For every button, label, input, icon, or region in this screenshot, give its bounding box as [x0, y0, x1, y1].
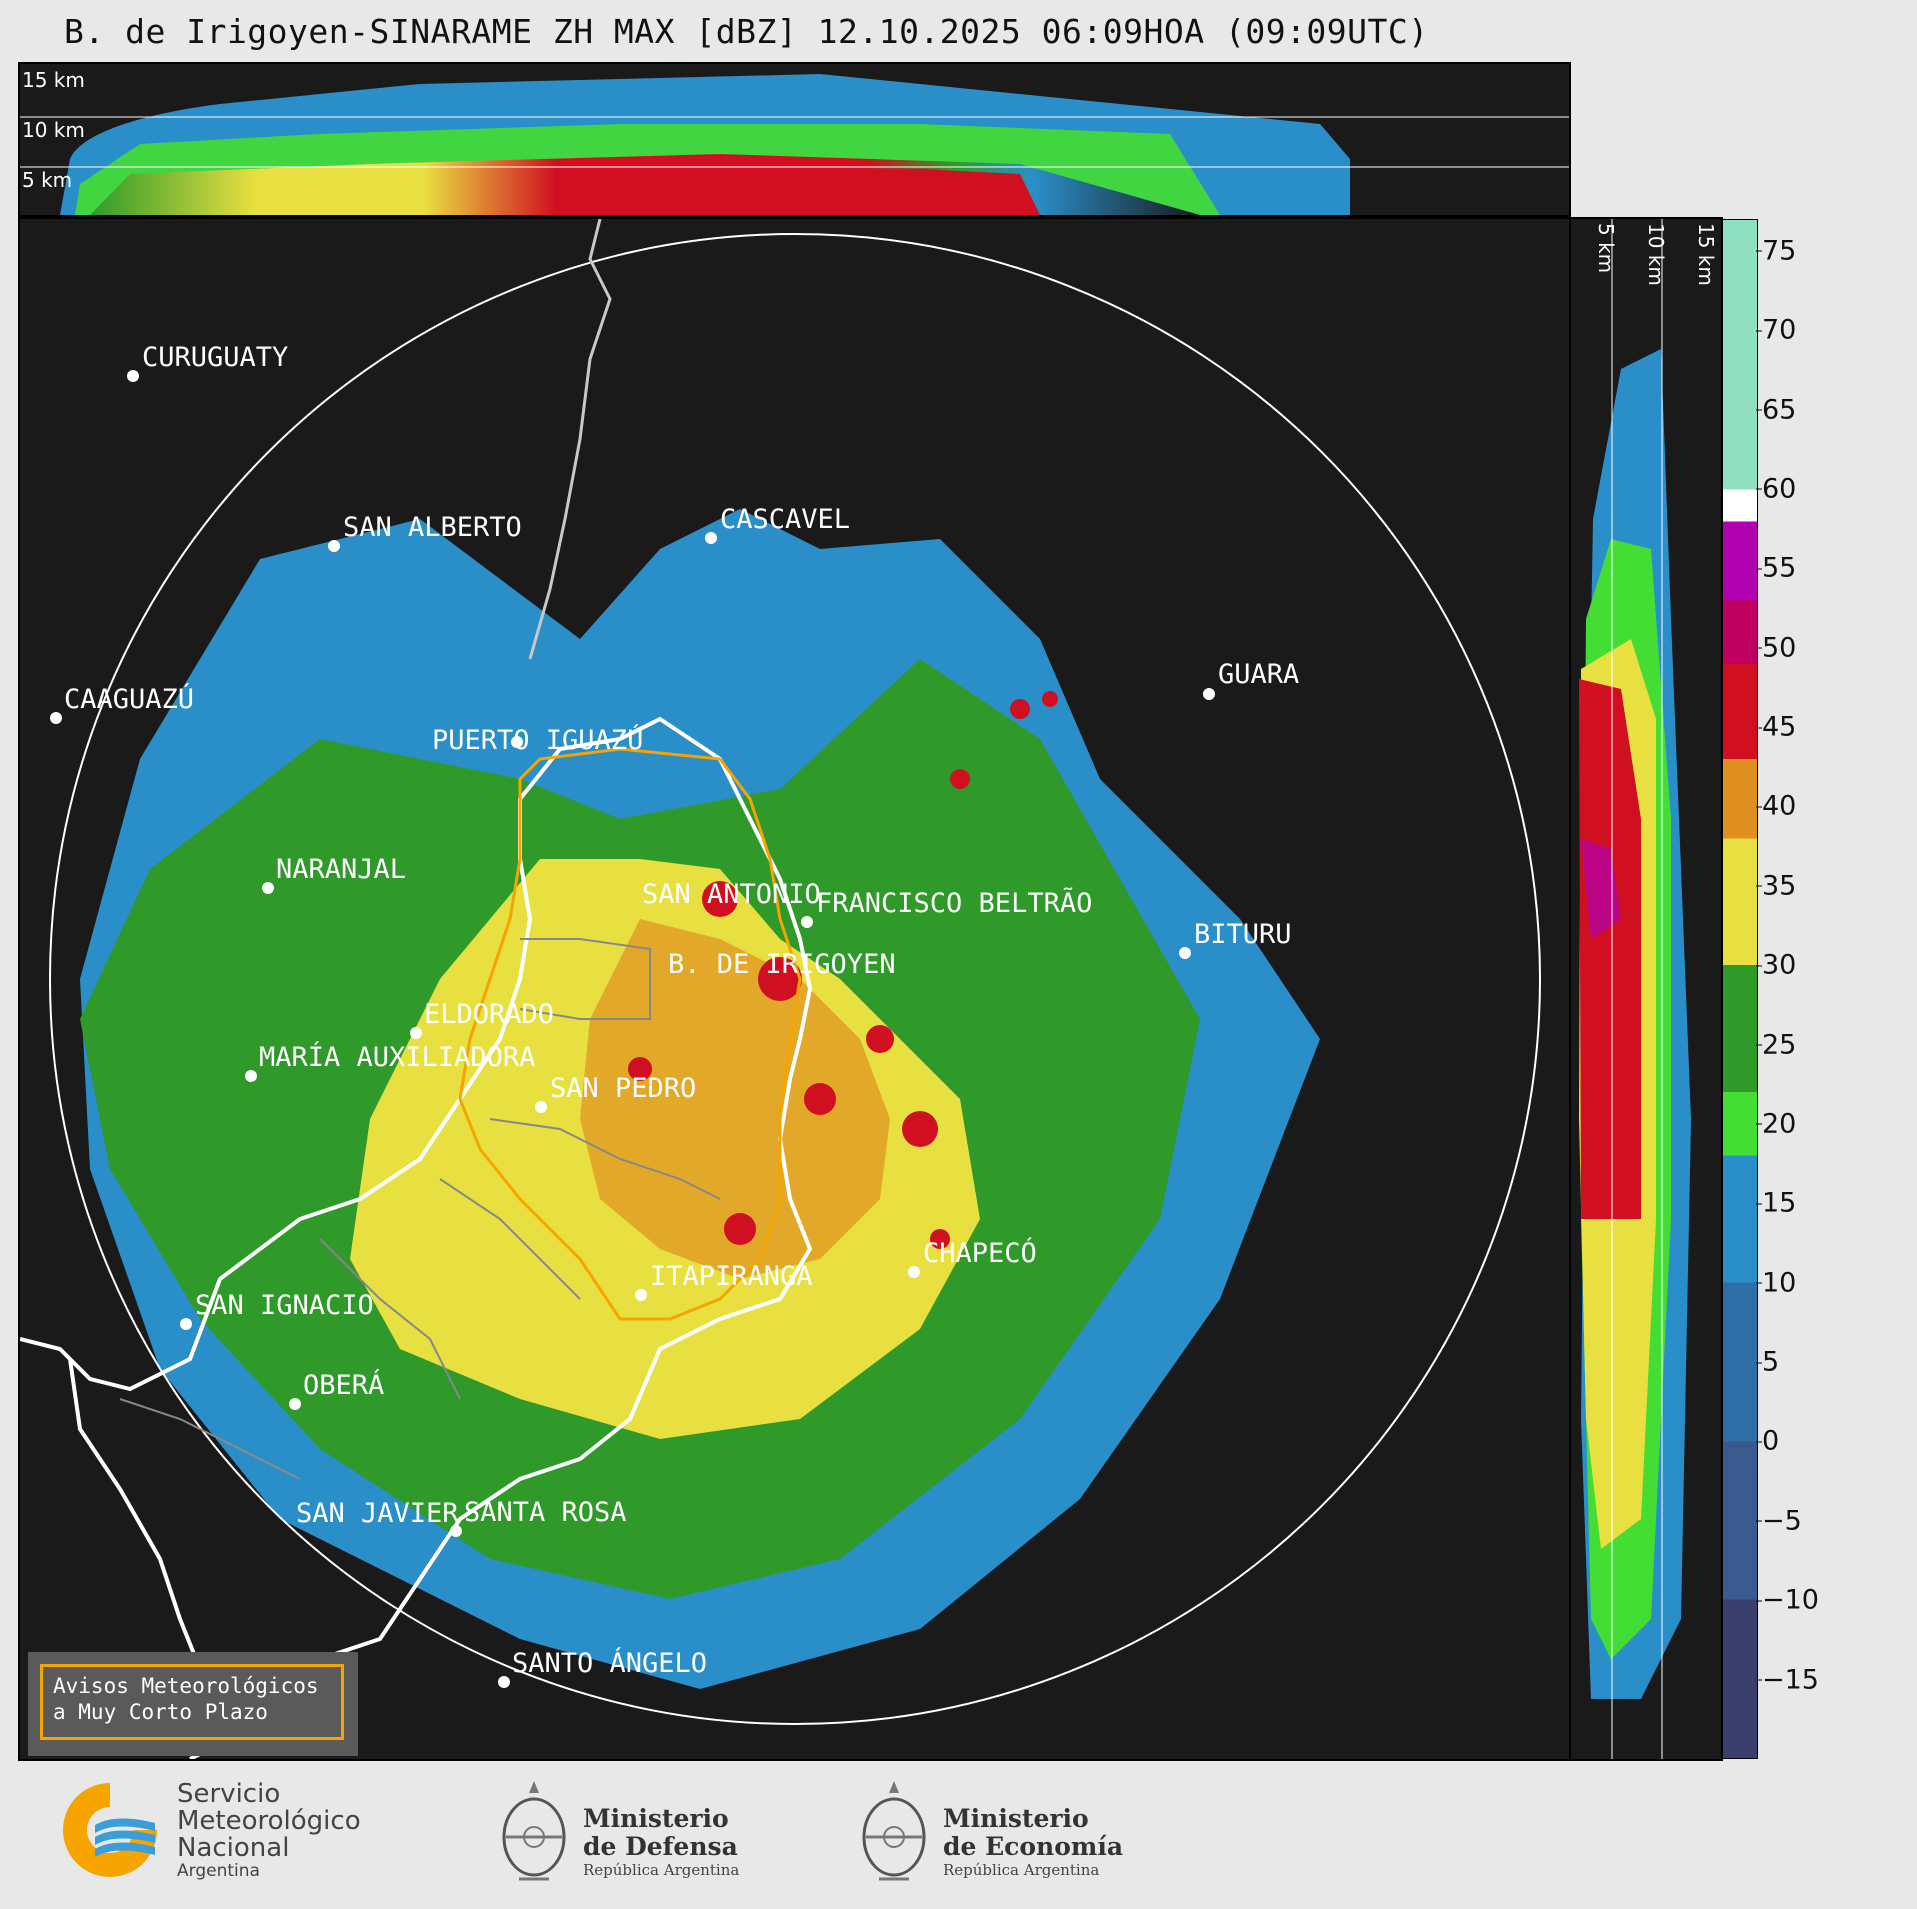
city-label-chapeco: CHAPECÓ	[923, 1237, 1037, 1269]
economia-line-2: de Economía	[943, 1832, 1124, 1861]
colorbar-tick-label: −15	[1756, 1664, 1819, 1696]
city-dot-obera	[289, 1398, 301, 1410]
defensa-line-1: Ministerio	[583, 1804, 729, 1833]
city-label-san-alberto: SAN ALBERTO	[343, 512, 522, 543]
colorbar-tick-label: 65	[1755, 394, 1797, 425]
side-height-label-5: 5 km	[1594, 223, 1618, 273]
defensa-logo: Ministerio de Defensa República Argentin…	[495, 1775, 755, 1895]
radar-map: CURUGUATY SAN ALBERTO CASCAVEL CAAGUAZÚ …	[20, 219, 1541, 1759]
city-dot-guara	[1203, 688, 1215, 700]
side-height-label-10: 10 km	[1644, 223, 1668, 286]
province-border	[20, 716, 813, 1759]
legend-box: Avisos Meteorológicos a Muy Corto Plazo	[28, 1652, 358, 1756]
city-label-maria-auxiliadora: MARÍA AUXILIADORA	[259, 1041, 535, 1073]
smn-emblem-icon	[63, 1783, 157, 1877]
city-dot-san-alberto	[328, 540, 340, 552]
north-cross-section: 15 km 10 km 5 km	[20, 68, 1569, 215]
city-dot-bituru	[1179, 947, 1191, 959]
city-label-guara: GUARA	[1218, 659, 1299, 690]
city-label-curuguaty: CURUGUATY	[142, 342, 288, 373]
top-height-label-15: 15 km	[22, 68, 85, 92]
city-label-cascavel: CASCAVEL	[720, 504, 850, 535]
side-height-label-15: 15 km	[1694, 223, 1718, 286]
east-cross-section-panel: 5 km 10 km 15 km	[1569, 217, 1723, 1761]
economia-logo: Ministerio de Economía República Argenti…	[855, 1775, 1135, 1895]
colorbar-tick-label: 70	[1755, 314, 1797, 346]
smn-line-1: Servicio	[177, 1779, 281, 1809]
colorbar-tick-label: 20	[1755, 1108, 1797, 1140]
city-label-caaguazu: CAAGUAZÚ	[64, 683, 194, 715]
city-label-itapiranga: ITAPIRANGA	[650, 1261, 813, 1292]
colorbar-tick-label: 30	[1755, 949, 1797, 981]
city-dot-santo-angelo	[498, 1676, 510, 1688]
city-label-bituru: BITURU	[1194, 919, 1292, 950]
colorbar-tick-label: 5	[1755, 1346, 1780, 1378]
city-dot-puerto-iguazu	[511, 736, 523, 748]
city-dot-francisco-beltrao	[801, 916, 813, 928]
city-dot-santa-rosa	[450, 1525, 462, 1537]
colorbar-tick-label: −10	[1756, 1584, 1819, 1616]
colorbar-tick-label: 35	[1755, 870, 1797, 902]
national-shield-icon	[502, 1781, 566, 1881]
city-dot-maria-auxiliadora	[245, 1070, 257, 1082]
smn-line-2: Meteorológico	[177, 1806, 361, 1836]
city-label-naranjal: NARANJAL	[276, 854, 406, 885]
colorbar-tick-label: 15	[1755, 1187, 1797, 1219]
city-label-san-pedro: SAN PEDRO	[550, 1073, 696, 1104]
city-markers	[50, 370, 1215, 1688]
city-label-francisco-beltrao: FRANCISCO BELTRÃO	[816, 887, 1092, 919]
city-label-eldorado: ELDORADO	[424, 999, 554, 1030]
city-dot-san-pedro	[535, 1101, 547, 1113]
colorbar-tick-label: 75	[1755, 235, 1797, 267]
warnings-legend: Avisos Meteorológicos a Muy Corto Plazo	[40, 1664, 344, 1740]
legend-line-1: Avisos Meteorológicos	[53, 1674, 319, 1698]
colorbar-tick-label: 40	[1755, 790, 1797, 822]
city-label-puerto-iguazu: PUERTO IGUAZÚ	[432, 724, 643, 756]
economia-line-1: Ministerio	[943, 1804, 1089, 1833]
defensa-sub: República Argentina	[583, 1861, 740, 1879]
city-dot-itapiranga	[635, 1289, 647, 1301]
city-label-b-de-irigoyen: B. DE IRIGOYEN	[668, 949, 896, 980]
city-dot-chapeco	[908, 1266, 920, 1278]
colorbar-tick-label: 0	[1755, 1425, 1780, 1457]
city-dot-naranjal	[262, 882, 274, 894]
city-dot-caaguazu	[50, 712, 62, 724]
range-ring	[49, 233, 1541, 1725]
map-title: B. de Irigoyen-SINARAME ZH MAX [dBZ] 12.…	[64, 12, 1429, 51]
legend-line-2: a Muy Corto Plazo	[53, 1700, 268, 1724]
colorbar-tick-label: −5	[1756, 1505, 1802, 1537]
economia-sub: República Argentina	[943, 1861, 1100, 1879]
warning-area-outline	[458, 747, 802, 1321]
city-dot-san-ignacio	[180, 1318, 192, 1330]
city-label-san-javier: SAN JAVIER	[296, 1498, 459, 1529]
city-dot-eldorado	[410, 1027, 422, 1039]
north-cross-section-panel: 15 km 10 km 5 km	[18, 62, 1571, 217]
city-dot-curuguaty	[127, 370, 139, 382]
dbz-colorbar	[1722, 219, 1758, 1759]
colorbar-tick-label: 45	[1755, 711, 1797, 743]
colorbar-tick-label: 10	[1755, 1267, 1797, 1299]
defensa-line-2: de Defensa	[583, 1832, 738, 1861]
smn-line-4: Argentina	[177, 1861, 260, 1881]
city-label-santo-angelo: SANTO ÁNGELO	[512, 1647, 707, 1679]
colorbar-tick-label: 55	[1755, 552, 1797, 584]
top-height-label-5: 5 km	[22, 168, 72, 192]
colorbar-tick-label: 60	[1755, 473, 1797, 505]
east-cross-section: 5 km 10 km 15 km	[1579, 219, 1718, 1759]
city-label-san-antonio: SAN ANTONIO	[642, 879, 821, 910]
top-height-label-10: 10 km	[22, 118, 85, 142]
city-label-obera: OBERÁ	[303, 1369, 384, 1401]
colorbar-tick-label: 25	[1755, 1029, 1797, 1061]
department-borders	[119, 938, 721, 1480]
city-label-san-ignacio: SAN IGNACIO	[195, 1290, 374, 1321]
national-shield-icon	[862, 1781, 926, 1881]
radar-map-panel: CURUGUATY SAN ALBERTO CASCAVEL CAAGUAZÚ …	[18, 217, 1571, 1761]
smn-line-3: Nacional	[177, 1833, 290, 1863]
city-dot-cascavel	[705, 532, 717, 544]
city-label-santa-rosa: SANTA ROSA	[464, 1497, 627, 1528]
radar-echoes	[80, 509, 1320, 1689]
smn-logo: Servicio Meteorológico Nacional Argentin…	[55, 1775, 395, 1895]
colorbar-tick-label: 50	[1755, 632, 1797, 664]
country-border	[528, 219, 612, 660]
